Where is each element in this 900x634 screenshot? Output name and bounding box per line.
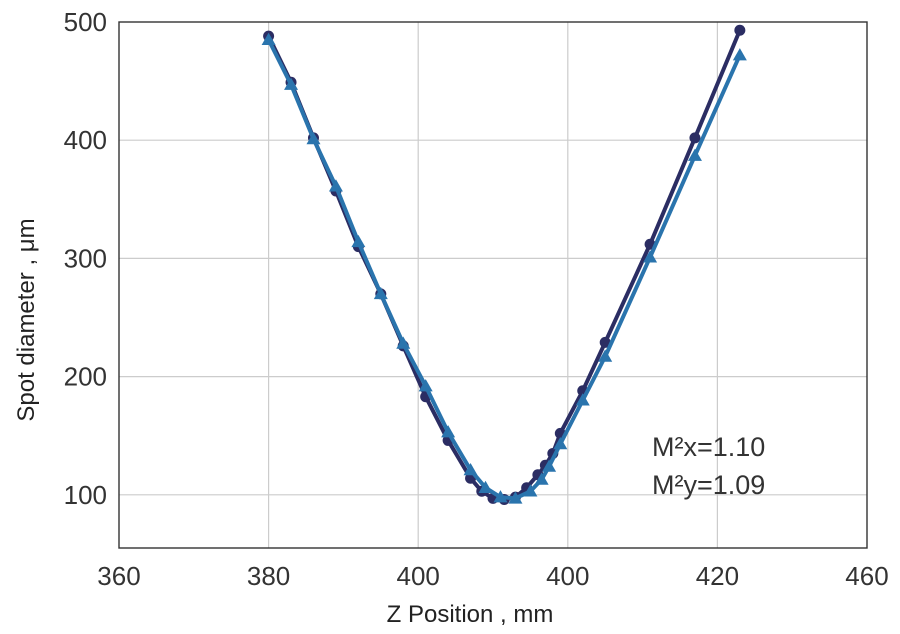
- y-tick-label: 400: [64, 125, 107, 155]
- data-point-triangle: [732, 48, 747, 61]
- annotation-m2y: M²y=1.09: [652, 470, 765, 500]
- y-tick-label: 100: [64, 480, 107, 510]
- x-tick-label: 460: [845, 561, 888, 591]
- data-point-triangle: [553, 436, 568, 450]
- x-tick-label: 400: [546, 561, 589, 591]
- y-tick-label: 500: [64, 7, 107, 37]
- x-axis-ticks: 360 380 400 400 420 460: [97, 561, 888, 591]
- x-tick-label: 380: [247, 561, 290, 591]
- data-point-triangle: [373, 286, 388, 300]
- y-axis-title: Spot diameter , μm: [13, 218, 40, 421]
- x-axis-title: Z Position , mm: [387, 601, 554, 628]
- data-point-triangle: [534, 472, 549, 485]
- data-point-triangle: [306, 132, 321, 145]
- data-point-triangle: [493, 490, 508, 503]
- plot-frame: [118, 21, 868, 549]
- x-tick-label: 400: [397, 561, 440, 591]
- data-point-triangle: [598, 349, 613, 362]
- series-line: [266, 38, 742, 501]
- data-point-triangle: [351, 234, 366, 248]
- data-point-triangle: [463, 462, 478, 476]
- x-tick-label: 420: [696, 561, 739, 591]
- data-point-triangle: [508, 491, 523, 504]
- data-point-triangle: [575, 393, 590, 406]
- x-tick-label: 360: [97, 561, 140, 591]
- data-point-triangle: [687, 148, 702, 161]
- data-point-circle: [734, 24, 746, 36]
- series-line: [266, 29, 742, 502]
- data-point-triangle: [643, 250, 658, 263]
- annotation-m2x: M²x=1.10: [652, 432, 765, 462]
- series-triangle: [261, 32, 747, 504]
- series-group: [261, 24, 747, 506]
- data-point-triangle: [542, 459, 557, 472]
- data-point-triangle: [523, 484, 538, 497]
- data-point-triangle: [396, 336, 411, 349]
- y-tick-label: 200: [64, 362, 107, 392]
- data-point-triangle: [261, 32, 276, 45]
- data-point-triangle: [441, 425, 456, 438]
- data-point-triangle: [328, 179, 343, 192]
- data-point-triangle: [478, 480, 493, 493]
- data-point-circle: [599, 336, 611, 348]
- data-point-triangle: [418, 379, 433, 392]
- data-point-circle: [689, 132, 701, 144]
- data-point-triangle: [284, 77, 299, 90]
- y-axis-ticks: 100 200 300 400 500: [64, 7, 107, 510]
- y-tick-label: 300: [64, 243, 107, 273]
